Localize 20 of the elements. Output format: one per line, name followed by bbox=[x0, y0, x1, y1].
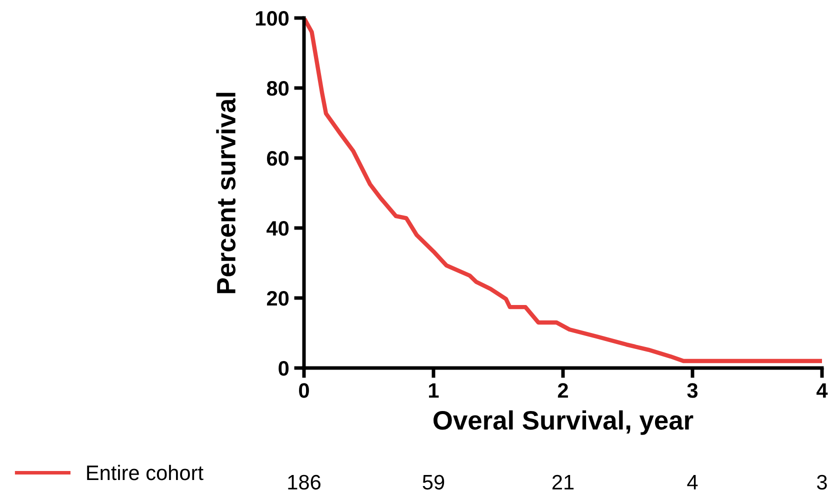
x-tick-label: 0 bbox=[299, 383, 309, 398]
text: 4 bbox=[687, 475, 698, 490]
text: 59 bbox=[422, 474, 444, 490]
y-tick-label: 80 bbox=[266, 81, 289, 96]
legend-label: Entire cohort bbox=[87, 464, 204, 480]
text: 186 bbox=[288, 474, 320, 490]
y-tick-label: 0 bbox=[278, 361, 289, 376]
x-tick-label: 1 bbox=[429, 383, 439, 398]
y-axis-title: Percent survival bbox=[216, 92, 236, 294]
y-tick-label: 100 bbox=[256, 11, 289, 26]
y-tick-label: 60 bbox=[267, 151, 289, 166]
text: 21 bbox=[552, 474, 574, 490]
x-tick-label: 2 bbox=[558, 383, 568, 398]
x-tick-label: 4 bbox=[816, 383, 828, 398]
x-tick-label: 3 bbox=[687, 383, 698, 398]
y-tick-label: 40 bbox=[266, 221, 289, 236]
x-axis-title: Overal Survival, year bbox=[434, 410, 694, 435]
line-series bbox=[304, 18, 822, 364]
text: 3 bbox=[817, 474, 827, 490]
y-tick-label: 20 bbox=[266, 291, 289, 306]
